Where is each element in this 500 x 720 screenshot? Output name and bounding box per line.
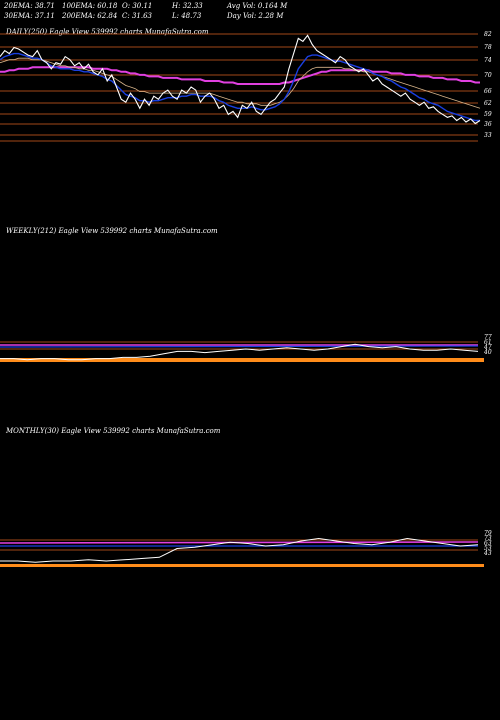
daily-tick-label-66: 66: [484, 88, 492, 95]
monthly-tick-label-73: 73: [484, 535, 492, 542]
weekly-panel-title: WEEKLY(212) Eagle View 539992 charts Mun…: [6, 227, 218, 235]
header-row2-cell-1: 200EMA: 62.84: [62, 12, 118, 20]
monthly-band: [0, 564, 484, 567]
monthly-price-line: [0, 537, 479, 563]
daily-tick-label-33: 33: [484, 132, 492, 139]
header-row1-cell-3: H: 32.33: [172, 2, 203, 10]
monthly-panel-title: MONTHLY(30) Eagle View 539992 charts Mun…: [6, 427, 221, 435]
daily-tick-label-74: 74: [484, 57, 492, 64]
header-row2-cell-2: C: 31.63: [122, 12, 152, 20]
monthly-tick-label-43: 43: [483, 550, 492, 557]
monthly-tick-label-79: 79: [484, 530, 492, 537]
header-row1-cell-1: 100EMA: 60.18: [62, 2, 118, 10]
monthly-tick-label-63: 63: [484, 540, 492, 547]
weekly-tick-label-61: 61: [484, 339, 492, 346]
daily-panel-title: DAILY(250) Eagle View 539992 charts Muna…: [6, 28, 209, 36]
daily-tick-label-70: 70: [484, 72, 492, 79]
weekly-tick-label-77: 77: [484, 334, 492, 341]
daily-price-line: [0, 34, 481, 125]
daily-ema-mid-line: [0, 57, 481, 109]
weekly-tick-label-40: 40: [483, 349, 492, 356]
header-row1-cell-4: Avg Vol: 0.164 M: [227, 2, 288, 10]
header-row1-cell-2: O: 30.11: [122, 2, 153, 10]
daily-ema-long-line: [0, 66, 480, 85]
daily-tick-label-78: 78: [484, 44, 492, 51]
header-row2-cell-4: Day Vol: 2.28 M: [227, 12, 284, 20]
daily-tick-label-62: 62: [484, 100, 492, 107]
weekly-band: [0, 358, 484, 362]
monthly-tick-label-53: 53: [484, 545, 492, 552]
header-row2-cell-0: 30EMA: 37.11: [4, 12, 55, 20]
header-row2-cell-3: L: 48.73: [172, 12, 202, 20]
daily-tick-label-59: 59: [484, 111, 492, 118]
daily-tick-label-82: 82: [484, 31, 492, 38]
header-row1-cell-0: 20EMA: 38.71: [4, 2, 55, 10]
weekly-tick-label-47: 47: [483, 344, 492, 351]
daily-ema-short-line: [0, 52, 480, 122]
weekly-price-line: [0, 343, 479, 361]
weekly-ema-short-line: [0, 345, 479, 348]
daily-tick-label-36: 36: [484, 121, 492, 128]
